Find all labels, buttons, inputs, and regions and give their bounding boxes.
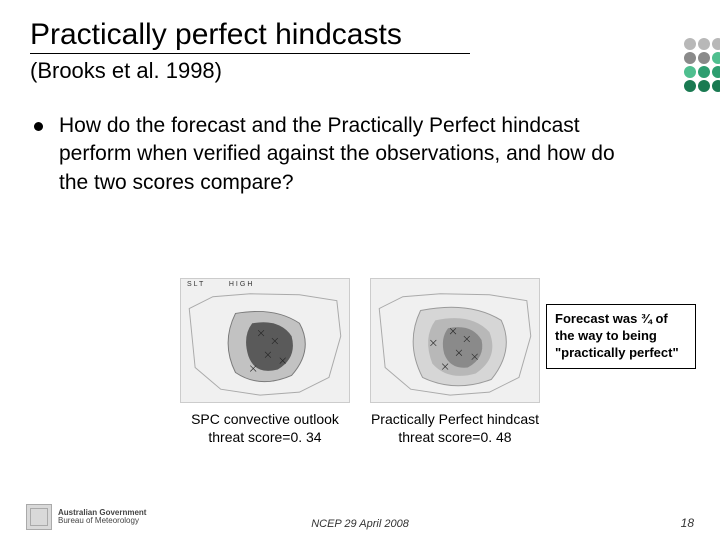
gov-crest-icon: [26, 504, 52, 530]
page-number: 18: [681, 516, 694, 530]
dot-icon: [684, 66, 696, 78]
legend-high: HIGH: [229, 281, 255, 288]
caption-left-2: threat score=0. 34: [208, 429, 321, 445]
figure-right-caption: Practically Perfect hindcast threat scor…: [371, 411, 539, 446]
caption-left-1: SPC convective outlook: [191, 411, 339, 427]
map-right-svg: [371, 279, 539, 402]
footer-gov: Australian Government Bureau of Meteorol…: [26, 504, 146, 530]
gov-line2: Bureau of Meteorology: [58, 517, 146, 525]
caption-right-2: threat score=0. 48: [398, 429, 511, 445]
slide: Practically perfect hindcasts (Brooks et…: [0, 0, 720, 540]
dot-icon: [698, 66, 710, 78]
map-left: SLT HIGH: [180, 278, 350, 403]
dot-icon: [712, 80, 720, 92]
slide-title: Practically perfect hindcasts: [30, 18, 470, 54]
map-left-legend: SLT HIGH: [187, 281, 254, 288]
dot-icon: [684, 80, 696, 92]
dot-icon: [698, 80, 710, 92]
slide-subtitle: (Brooks et al. 1998): [30, 58, 690, 84]
dot-icon: [698, 38, 710, 50]
dot-icon: [684, 38, 696, 50]
figure-left: SLT HIGH: [180, 278, 350, 446]
dot-icon: [712, 66, 720, 78]
map-left-svg: [181, 279, 349, 402]
footer-center: NCEP 29 April 2008: [311, 518, 409, 530]
legend-slt: SLT: [187, 281, 205, 288]
bullet-item: How do the forecast and the Practically …: [30, 112, 690, 197]
dot-icon: [698, 52, 710, 64]
map-right: [370, 278, 540, 403]
caption-right-1: Practically Perfect hindcast: [371, 411, 539, 427]
figure-left-caption: SPC convective outlook threat score=0. 3…: [191, 411, 339, 446]
dot-icon: [684, 52, 696, 64]
dot-icon: [712, 38, 720, 50]
bullet-text: How do the forecast and the Practically …: [59, 112, 619, 197]
dot-icon: [712, 52, 720, 64]
gov-text: Australian Government Bureau of Meteorol…: [58, 509, 146, 526]
figure-right: Practically Perfect hindcast threat scor…: [370, 278, 540, 446]
callout-box: Forecast was ¾ of the way to being "prac…: [546, 304, 696, 369]
bullet-icon: [34, 122, 43, 131]
